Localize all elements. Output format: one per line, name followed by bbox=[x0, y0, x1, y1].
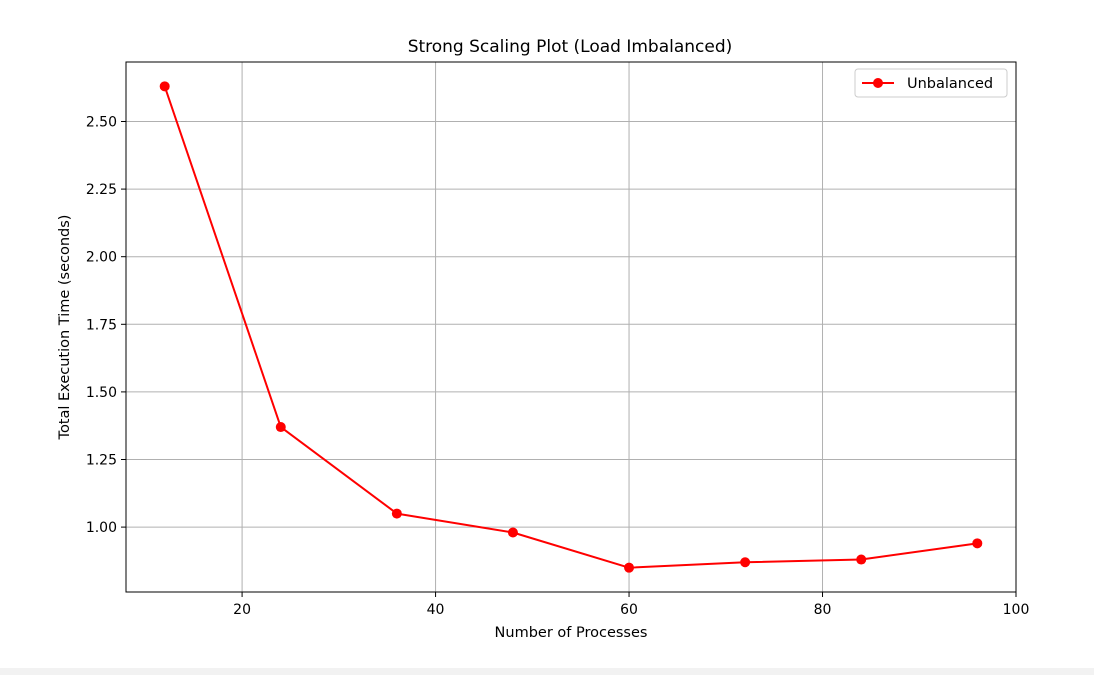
y-tick-label: 2.00 bbox=[86, 250, 117, 266]
x-tick-label: 40 bbox=[427, 602, 445, 618]
x-tick-label: 80 bbox=[814, 602, 832, 618]
bottom-strip bbox=[0, 668, 1094, 675]
legend-label-unbalanced: Unbalanced bbox=[907, 76, 993, 92]
x-tick-label: 20 bbox=[233, 602, 251, 618]
y-tick-label: 1.75 bbox=[86, 317, 117, 333]
data-point bbox=[740, 557, 751, 568]
plot-frame bbox=[125, 61, 1017, 593]
data-point bbox=[159, 81, 170, 92]
x-tick-label: 60 bbox=[620, 602, 638, 618]
legend: Unbalanced bbox=[854, 68, 1008, 98]
y-tick-label: 1.50 bbox=[86, 385, 117, 401]
data-point bbox=[624, 562, 635, 573]
x-tick-label: 100 bbox=[1003, 602, 1030, 618]
data-point bbox=[856, 554, 867, 565]
data-point bbox=[507, 527, 518, 538]
x-axis-label: Number of Processes bbox=[495, 625, 648, 641]
legend-box bbox=[854, 68, 1008, 98]
series-line-unbalanced bbox=[163, 86, 978, 569]
series-layer bbox=[159, 81, 983, 573]
chart-title: Strong Scaling Plot (Load Imbalanced) bbox=[408, 37, 733, 57]
x-axis-ticks: 20 40 60 80 100 bbox=[233, 592, 1029, 618]
y-tick-label: 2.25 bbox=[86, 182, 117, 198]
data-point bbox=[972, 538, 983, 549]
y-tick-label: 1.00 bbox=[86, 520, 117, 536]
y-tick-label: 2.50 bbox=[86, 114, 117, 130]
y-axis-ticks: 1.00 1.25 1.50 1.75 2.00 2.25 2.50 bbox=[86, 114, 126, 536]
y-tick-label: 1.25 bbox=[86, 453, 117, 469]
y-axis-label: Total Execution Time (seconds) bbox=[57, 215, 73, 441]
data-point bbox=[275, 422, 286, 433]
data-point bbox=[391, 508, 402, 519]
legend-marker-swatch bbox=[873, 78, 883, 88]
